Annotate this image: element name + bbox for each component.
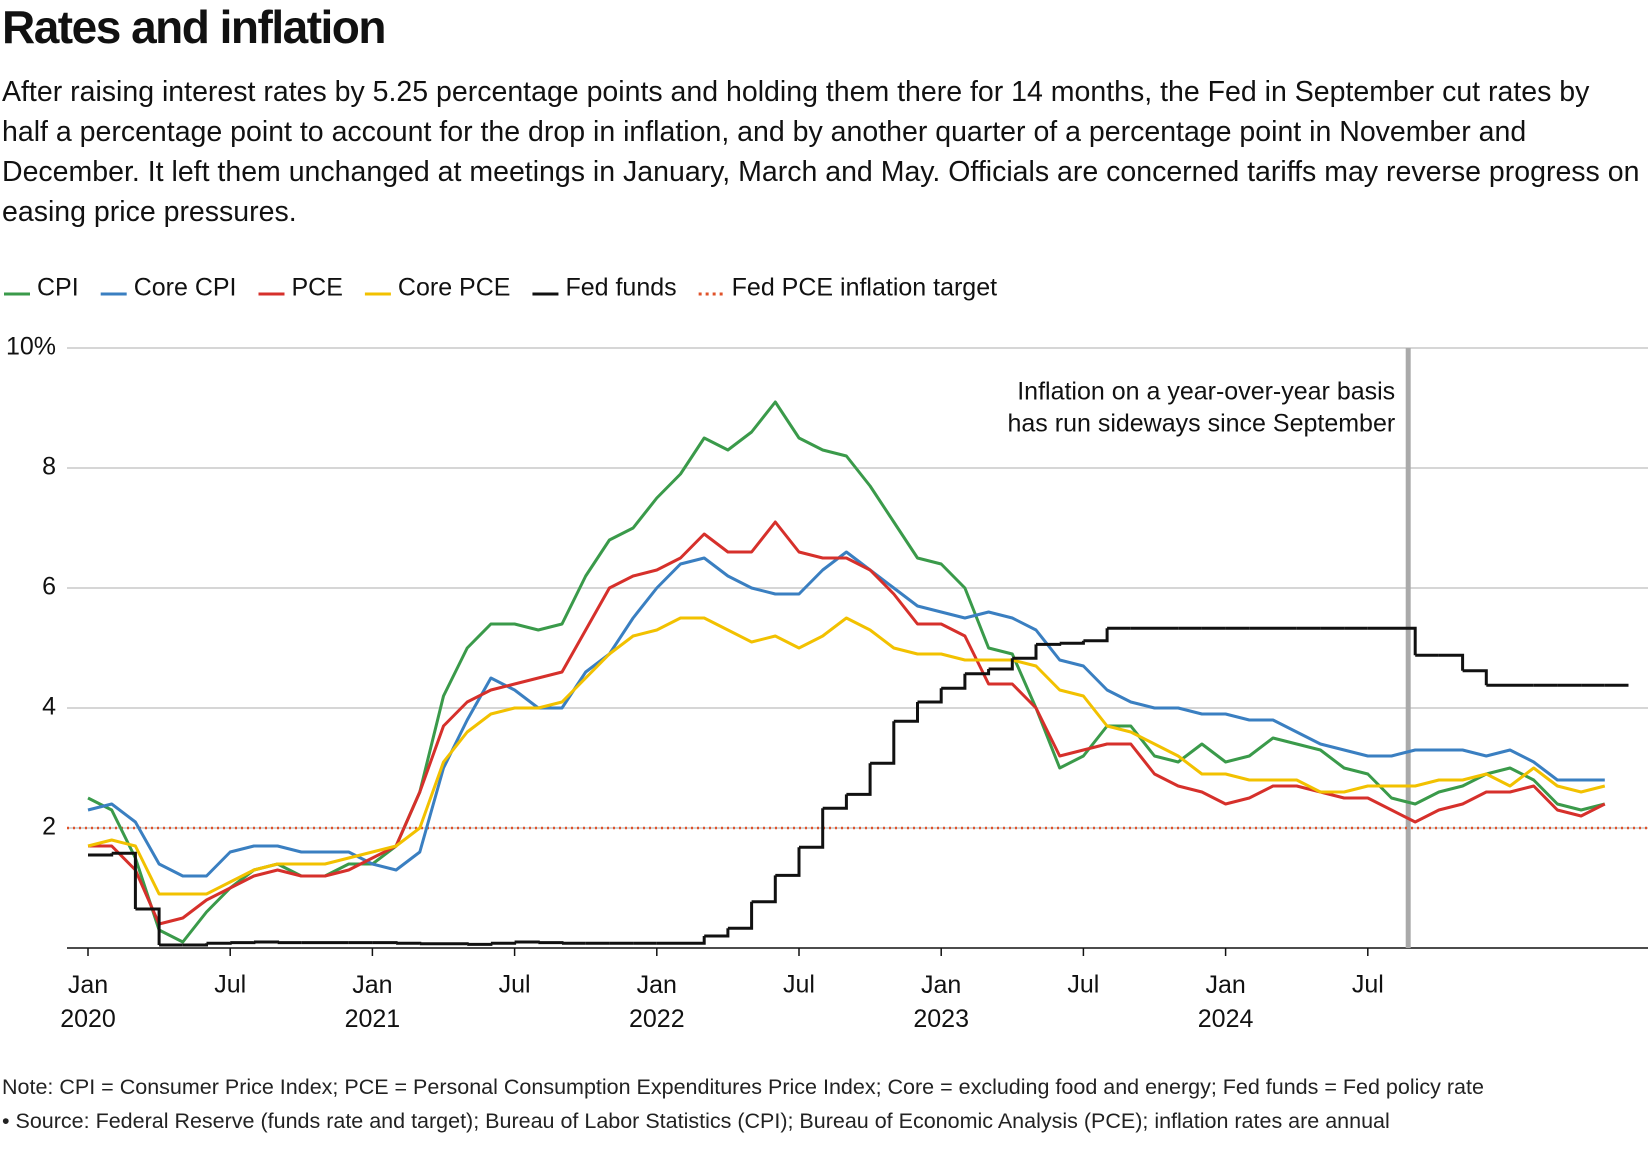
step-segment (230, 941, 256, 945)
series-line (87, 550, 1605, 878)
legend: CPI Core CPI PCE Core PCE Fed funds Fed PCE i… (4, 274, 997, 302)
y-tick-label: 8 (42, 453, 56, 481)
step-segment (917, 688, 943, 704)
legend-label: Fed funds (565, 274, 676, 302)
step-segment (372, 941, 398, 945)
step-segment (88, 853, 114, 857)
step-segment (1391, 626, 1417, 656)
step-segment (111, 851, 137, 909)
x-tick-label: Jan 2024 (1198, 971, 1254, 1033)
step-segment (988, 658, 1014, 671)
legend-label: PCE (292, 274, 343, 302)
series-line (87, 400, 1606, 944)
x-tick-label: Jul (214, 971, 246, 999)
step-segment (822, 794, 848, 810)
chart-subtitle: After raising interest rates by 5.25 per… (2, 76, 1640, 228)
annotation-text: has run sideways since September (1007, 410, 1395, 438)
step-segment (206, 941, 232, 945)
x-tick-label: Jan 2021 (345, 971, 401, 1033)
step-segment (1012, 644, 1038, 660)
step-segment (1462, 669, 1488, 686)
notes: Note: CPI = Consumer Price Index; PCE = … (2, 1072, 1612, 1136)
step-segment (680, 936, 706, 945)
series-line (87, 616, 1606, 896)
step-segment (870, 721, 896, 765)
step-segment (1059, 640, 1085, 645)
x-tick-label: Jan 2023 (913, 971, 969, 1033)
legend-label: Core CPI (134, 274, 237, 302)
annotation-text: Inflation on a year-over-year basis (1017, 378, 1395, 406)
step-segment (704, 928, 730, 938)
step-segment (1083, 628, 1109, 643)
step-segment (799, 808, 825, 849)
x-tick-label: Jul (1067, 971, 1099, 999)
step-segment (396, 941, 422, 945)
y-tick-label: 6 (42, 573, 56, 601)
x-tick-label: Jul (783, 971, 815, 999)
step-segment (964, 669, 991, 676)
step-segment (538, 941, 564, 945)
step-segment (751, 875, 777, 904)
step-segment (135, 907, 161, 945)
step-segment (846, 763, 872, 796)
x-tick-label: Jan 2022 (629, 971, 685, 1033)
source: • Source: Federal Reserve (funds rate an… (2, 1109, 1390, 1133)
step-segment (443, 942, 469, 946)
step-segment (941, 673, 967, 690)
step-segment (514, 940, 540, 944)
chart-title: Rates and inflation (2, 1, 386, 53)
legend-label: Fed PCE inflation target (732, 274, 997, 302)
step-segment (490, 941, 517, 945)
x-tick-label: Jan 2020 (60, 971, 116, 1033)
chart: 2 4 6 8 10% Jan 2020 Jul Jan 2021 Jul Jan 2022 Jul Jan… (4, 274, 1648, 1033)
y-tick-label: 10% (6, 333, 56, 361)
note: Note: CPI = Consumer Price Index; PCE = … (2, 1075, 1484, 1099)
x-tick-label: Jul (1352, 971, 1384, 999)
step-segment (253, 940, 280, 944)
step-segment (775, 847, 801, 877)
x-tick-label: Jul (499, 971, 531, 999)
step-segment (1438, 653, 1465, 671)
y-tick-label: 4 (42, 693, 56, 721)
y-tick-label: 2 (42, 813, 56, 841)
legend-label: CPI (37, 274, 79, 302)
step-segment (893, 702, 919, 723)
legend-label: Core PCE (398, 274, 511, 302)
step-segment (467, 942, 493, 946)
series-line (88, 520, 1606, 926)
step-segment (1036, 642, 1062, 646)
step-segment (727, 901, 754, 930)
step-segment (182, 943, 208, 947)
